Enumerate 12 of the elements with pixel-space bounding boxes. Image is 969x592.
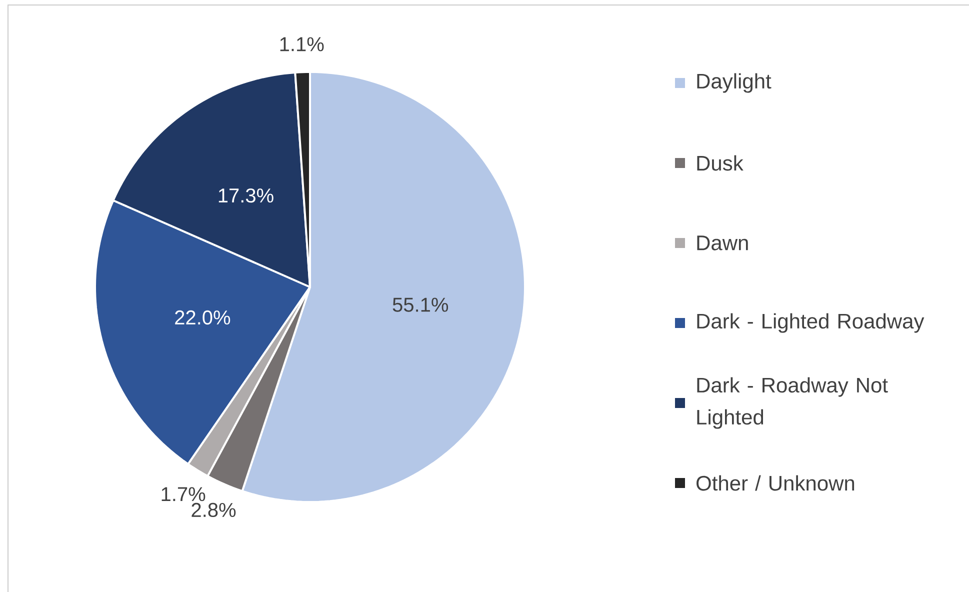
legend-label: Other / Unknown: [696, 475, 854, 491]
legend-label: Dark - Lighted Roadway: [697, 313, 924, 333]
data-label: 55.1%: [392, 298, 448, 312]
data-label: 1.7%: [162, 487, 206, 502]
legend-label: Dusk: [697, 155, 744, 171]
data-label: 22.0%: [175, 310, 230, 325]
data-label: 17.3%: [218, 188, 274, 203]
legend-label: Dawn: [697, 236, 748, 250]
legend-label: Daylight: [697, 73, 772, 93]
data-label: 2.8%: [192, 502, 236, 518]
data-label: 1.1%: [280, 37, 324, 52]
legend-label: Dark - Roadway Not Lighted: [697, 377, 888, 429]
